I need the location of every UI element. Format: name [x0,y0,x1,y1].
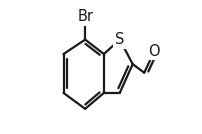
Text: Br: Br [77,9,93,24]
Text: S: S [115,32,124,47]
Text: O: O [148,44,160,59]
